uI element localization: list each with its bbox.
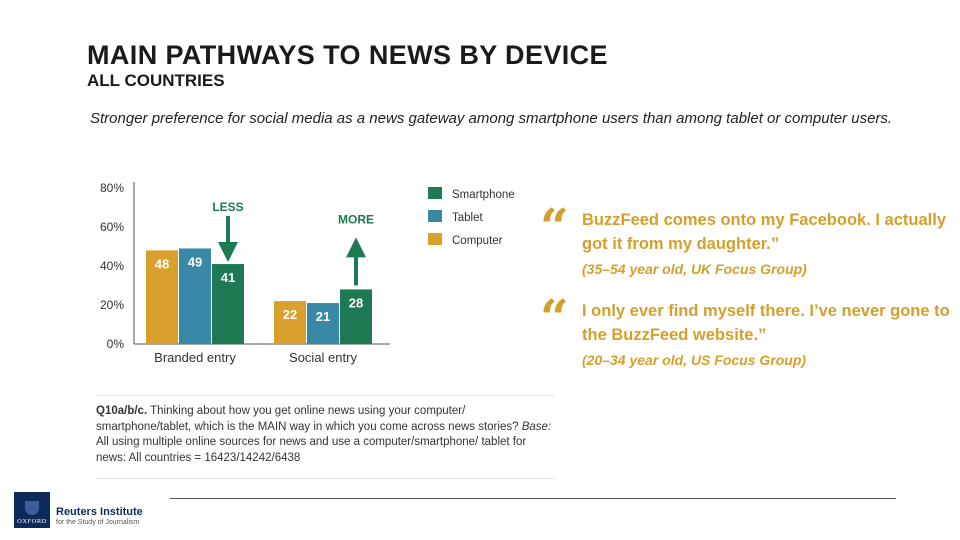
question-text: Thinking about how you get online news u… xyxy=(96,405,519,433)
annotation-label: MORE xyxy=(338,212,374,226)
quote-mark-icon: “ xyxy=(540,288,569,347)
logo-name: Reuters Institute xyxy=(56,506,143,518)
base-text: All using multiple online sources for ne… xyxy=(96,436,527,464)
page-subtitle: ALL COUNTRIES xyxy=(87,71,225,90)
question-id: Q10a/b/c. xyxy=(96,405,148,417)
crest-shield xyxy=(25,501,39,515)
footer-divider xyxy=(170,498,896,499)
bar xyxy=(179,248,211,344)
down-arrow-icon xyxy=(226,216,230,245)
y-tick-label: 80% xyxy=(100,181,124,195)
quote-source: (35–54 year old, UK Focus Group) xyxy=(582,261,807,277)
quote-2: “ I only ever find myself there. I’ve ne… xyxy=(540,293,950,369)
bar xyxy=(146,250,178,344)
x-category-label: Branded entry xyxy=(154,350,236,365)
divider xyxy=(95,395,555,396)
bar xyxy=(212,264,244,344)
quote-1: “ BuzzFeed comes onto my Facebook. I act… xyxy=(540,202,950,278)
divider xyxy=(95,478,555,479)
quotes-panel: “ BuzzFeed comes onto my Facebook. I act… xyxy=(540,202,950,390)
legend-label: Smartphone xyxy=(452,189,515,201)
legend-label: Computer xyxy=(452,235,503,247)
quote-text: I only ever find myself there. I’ve neve… xyxy=(582,302,950,344)
up-arrow-icon xyxy=(346,237,366,258)
bar-value-label: 48 xyxy=(155,256,169,271)
intro-text: Stronger preference for social media as … xyxy=(90,110,893,127)
y-tick-label: 40% xyxy=(100,259,124,273)
page-title: MAIN PATHWAYS TO NEWS BY DEVICE xyxy=(87,40,608,70)
reuters-institute-logo: OXFORD Reuters Institute for the Study o… xyxy=(14,492,143,528)
legend-swatch xyxy=(428,187,442,199)
legend-label: Tablet xyxy=(452,212,483,224)
logo-words: Reuters Institute for the Study of Journ… xyxy=(56,506,143,526)
bar-value-label: 28 xyxy=(349,295,363,310)
x-category-label: Social entry xyxy=(289,350,357,365)
y-tick-label: 20% xyxy=(100,298,124,312)
survey-question: Q10a/b/c. Thinking about how you get onl… xyxy=(96,404,556,466)
up-arrow-shaft xyxy=(354,255,358,286)
bar xyxy=(340,289,372,344)
y-tick-label: 60% xyxy=(100,220,124,234)
oxford-crest-icon: OXFORD xyxy=(14,492,50,528)
bar-value-label: 49 xyxy=(188,254,202,269)
legend-swatch xyxy=(428,210,442,222)
bar-value-label: 22 xyxy=(283,307,297,322)
quote-text: BuzzFeed comes onto my Facebook. I actua… xyxy=(582,211,947,253)
quote-source: (20–34 year old, US Focus Group) xyxy=(582,352,807,368)
bar xyxy=(307,303,339,344)
logo-tagline: for the Study of Journalism xyxy=(56,519,140,526)
legend-swatch xyxy=(428,233,442,245)
bar-value-label: 41 xyxy=(221,270,235,285)
quote-mark-icon: “ xyxy=(540,197,569,256)
down-arrow-head xyxy=(218,242,238,263)
annotation-label: LESS xyxy=(212,200,243,214)
logo-mark-text: OXFORD xyxy=(17,518,47,525)
bar-value-label: 21 xyxy=(316,309,330,324)
bar xyxy=(274,301,306,344)
pathways-bar-chart: 0% 20% 40% 60% 80% 48 49 41 Branded entry 22 21 28 S… xyxy=(100,181,515,365)
base-label: Base: xyxy=(521,420,552,433)
y-tick-label: 0% xyxy=(107,337,125,351)
